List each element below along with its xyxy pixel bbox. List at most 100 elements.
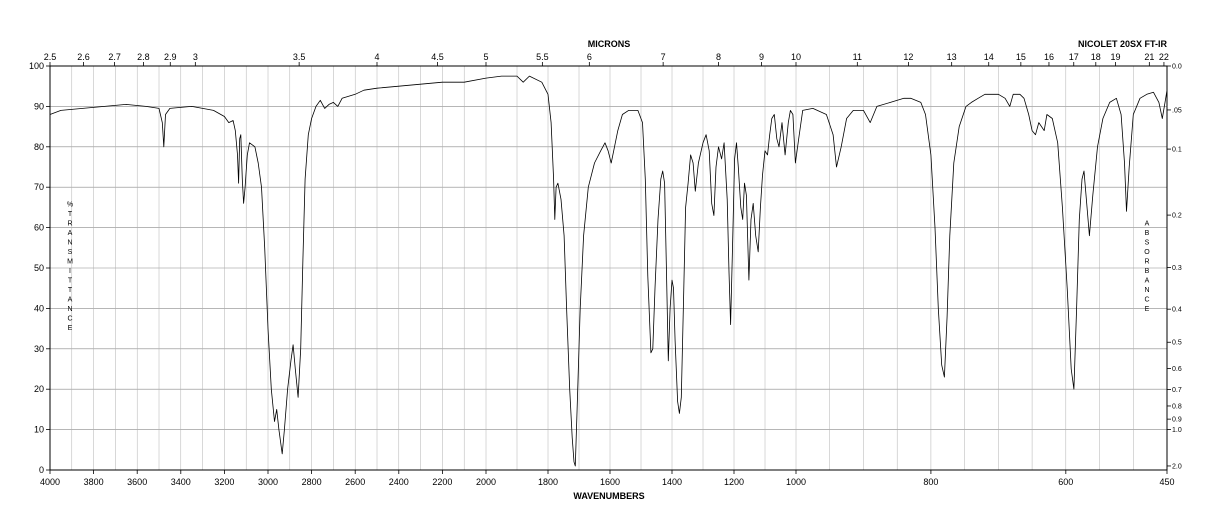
- axis-title-char: T: [68, 211, 73, 218]
- x-tick-label: 1600: [600, 477, 620, 487]
- micron-tick-label: 16: [1044, 52, 1054, 62]
- micron-tick-label: 14: [984, 52, 994, 62]
- x-tick-label: 1800: [538, 477, 558, 487]
- micron-tick-label: 2.9: [164, 52, 177, 62]
- axis-title-char: M: [67, 258, 73, 265]
- y-tick-label: 70: [34, 182, 44, 192]
- micron-tick-label: 2.5: [44, 52, 57, 62]
- axis-title-char: E: [1145, 306, 1150, 313]
- absorbance-tick-label: 0.0: [1172, 64, 1182, 71]
- axis-title-char: B: [1145, 268, 1150, 275]
- axis-title-char: B: [1145, 230, 1150, 237]
- micron-tick-label: 12: [903, 52, 913, 62]
- x-tick-label: 450: [1159, 477, 1174, 487]
- top-axis-microns: 2.5 2.6 2.7 2.8 2.9 3 3.5 4 4.5 5 5.5 6 7 8 9 10 11 12 13 1…: [44, 52, 1169, 66]
- x-tick-label: 2400: [389, 477, 409, 487]
- micron-tick-label: 13: [947, 52, 957, 62]
- y-tick-label: 50: [34, 263, 44, 273]
- grid-lines: [50, 65, 1167, 471]
- y-tick-label: 60: [34, 223, 44, 233]
- x-tick-label: 1200: [724, 477, 744, 487]
- micron-tick-label: 17: [1069, 52, 1079, 62]
- instrument-label: NICOLET 20SX FT-IR: [1078, 39, 1168, 49]
- micron-tick-label: 19: [1111, 52, 1121, 62]
- micron-tick-label: 21: [1144, 52, 1154, 62]
- x-tick-label: 600: [1058, 477, 1073, 487]
- absorbance-tick-label: 0.7: [1172, 387, 1182, 394]
- axis-title-char: C: [67, 315, 72, 322]
- microns-axis-title: MICRONS: [588, 39, 631, 49]
- axis-title-char: E: [68, 325, 73, 332]
- absorbance-tick-label: 0.2: [1172, 213, 1182, 220]
- axis-title-char: R: [1144, 258, 1149, 265]
- axis-title-char: A: [68, 230, 73, 237]
- absorbance-tick-label: 0.8: [1172, 403, 1182, 410]
- axis-title-char: C: [1144, 296, 1149, 303]
- absorbance-tick-label: 0.3: [1172, 265, 1182, 272]
- micron-tick-label: 3: [193, 52, 198, 62]
- absorbance-tick-label: 0.9: [1172, 417, 1182, 424]
- axis-title-char: T: [68, 287, 73, 294]
- x-tick-label: 2000: [476, 477, 496, 487]
- absorbance-tick-label: 0.4: [1172, 307, 1182, 314]
- axis-title-char: S: [68, 249, 73, 256]
- y-tick-label: 80: [34, 142, 44, 152]
- y-tick-label: 100: [29, 61, 44, 71]
- x-tick-label: 1400: [662, 477, 682, 487]
- axis-title-char: O: [1144, 249, 1150, 256]
- y-axis-transmittance: 0 10 20 30 40 50 60 70 80 90 100: [29, 61, 50, 475]
- micron-tick-label: 5: [483, 52, 488, 62]
- x-tick-label: 4000: [40, 477, 60, 487]
- y-axis-absorbance: 0.0 .05 0.1 0.2 0.3 0.4 0.5 0.6 0.7 0.8 0.9 1.0 2.0: [1167, 64, 1182, 470]
- micron-tick-label: 15: [1016, 52, 1026, 62]
- y-tick-label: 20: [34, 384, 44, 394]
- axis-title-char: A: [68, 296, 73, 303]
- y-tick-label: 10: [34, 425, 44, 435]
- axis-title-char: A: [1145, 220, 1150, 227]
- axis-title-char: S: [1145, 239, 1150, 246]
- axis-title-char: %: [67, 201, 73, 208]
- micron-tick-label: 4.5: [431, 52, 444, 62]
- micron-tick-label: 11: [853, 52, 862, 62]
- absorbance-tick-label: 2.0: [1172, 463, 1182, 470]
- spectrum-series: [49, 75, 1168, 467]
- x-axis-title: WAVENUMBERS: [573, 491, 644, 501]
- x-tick-label: 1000: [786, 477, 806, 487]
- y-tick-label: 90: [34, 101, 44, 111]
- spectrum-line: [49, 75, 1168, 467]
- micron-tick-label: 2.6: [77, 52, 90, 62]
- micron-tick-label: 9: [759, 52, 764, 62]
- micron-tick-label: 2.8: [137, 52, 150, 62]
- absorbance-tick-label: .05: [1172, 107, 1182, 114]
- x-tick-label: 3600: [127, 477, 147, 487]
- micron-tick-label: 18: [1091, 52, 1101, 62]
- x-tick-label: 2200: [432, 477, 452, 487]
- micron-tick-label: 8: [716, 52, 721, 62]
- micron-tick-label: 10: [791, 52, 801, 62]
- y-tick-label: 30: [34, 344, 44, 354]
- micron-tick-label: 3.5: [293, 52, 306, 62]
- x-tick-label: 3400: [171, 477, 191, 487]
- absorbance-tick-label: 0.1: [1172, 147, 1182, 154]
- x-tick-label: 3000: [258, 477, 278, 487]
- micron-tick-label: 22: [1159, 52, 1169, 62]
- absorbance-tick-label: 0.6: [1172, 366, 1182, 373]
- x-axis-wavenumbers: 4000 3800 3600 3400 3200 3000 2800 2600 2400 2200…: [40, 470, 1175, 487]
- axis-title-char: R: [67, 220, 72, 227]
- y-tick-label: 0: [39, 465, 44, 475]
- axis-title-char: N: [67, 306, 72, 313]
- micron-tick-label: 5.5: [536, 52, 549, 62]
- axis-title-char: N: [1144, 287, 1149, 294]
- y-tick-label: 40: [34, 303, 44, 313]
- x-tick-label: 3200: [214, 477, 234, 487]
- micron-tick-label: 7: [661, 52, 666, 62]
- axis-title-char: N: [67, 239, 72, 246]
- x-tick-label: 3800: [84, 477, 104, 487]
- absorbance-tick-label: 1.0: [1172, 427, 1182, 434]
- micron-tick-label: 4: [374, 52, 379, 62]
- micron-tick-label: 6: [587, 52, 592, 62]
- x-tick-label: 800: [923, 477, 938, 487]
